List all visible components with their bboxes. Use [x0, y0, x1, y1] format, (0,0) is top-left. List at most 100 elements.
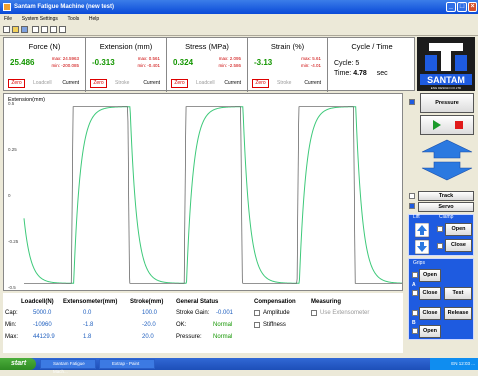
stress-readout: Stress (MPa) 0.324 max: 2.095 min: -2.58…: [167, 38, 248, 92]
force-max: max: 24.5963: [51, 56, 79, 61]
grip-a-open-button[interactable]: Open: [419, 269, 441, 282]
servo-checkbox[interactable]: [409, 203, 415, 209]
clamp-close-checkbox[interactable]: [437, 243, 443, 249]
test-button[interactable]: Test: [444, 287, 472, 300]
maximize-button[interactable]: □: [457, 2, 467, 12]
start-label: start: [11, 360, 27, 367]
taskbar-item-fatigue[interactable]: Santam Fatigue Mach...: [40, 359, 96, 374]
stroke-max: 20.0: [142, 334, 154, 340]
system-tray: EN 12:03 ...: [430, 358, 478, 370]
toolbar: [0, 24, 478, 36]
pressure-button[interactable]: Pressure: [420, 93, 474, 113]
menu-system-settings[interactable]: System Settings: [21, 16, 58, 22]
ok-status: Normal: [213, 322, 233, 328]
extension-chart: Extension(mm) 0.5 0.25 0 -0.25 -0.5: [3, 93, 403, 291]
grip-b-close-checkbox[interactable]: [412, 310, 418, 316]
force-loadcell-option[interactable]: Loadcell: [33, 80, 52, 86]
app-icon: [3, 3, 11, 11]
chart-y-axis-label: Extension(mm): [8, 97, 45, 103]
taskbar-item-paint[interactable]: Extrap - Paint: [99, 359, 155, 369]
cycle-label: Cycle:: [334, 60, 354, 67]
stress-max: max: 2.095: [218, 56, 241, 61]
stiffness-label: Stiffness: [263, 322, 286, 328]
extension-stroke-option[interactable]: Stroke: [115, 80, 130, 86]
run-stop-box: [420, 115, 474, 135]
cap-label: Cap:: [5, 310, 18, 316]
clamp-open-checkbox[interactable]: [437, 226, 443, 232]
save-icon[interactable]: [21, 26, 28, 33]
extensometer-max: 1.8: [83, 334, 92, 340]
grip-a-close-button[interactable]: Close: [419, 287, 441, 300]
grips-group: Grips Open A Close Test Close Release B …: [408, 258, 474, 340]
cycle-time-title: Cycle / Time: [351, 42, 393, 51]
time-label: Time:: [334, 70, 352, 77]
release-button[interactable]: Release: [444, 307, 472, 320]
series-command-line: [24, 106, 402, 284]
force-readout: Force (N) 25.486 max: 24.5963 min: -200.…: [4, 38, 86, 92]
lift-up-icon[interactable]: [417, 225, 427, 235]
extension-max: max: 0.561: [137, 56, 160, 61]
settings-icon[interactable]: [50, 26, 57, 33]
strain-stroke-option[interactable]: Stroke: [277, 80, 292, 86]
pressure-label: Pressure:: [176, 334, 202, 340]
menu-tools[interactable]: Tools: [67, 16, 80, 22]
extension-min: min: -0.401: [137, 63, 160, 68]
strain-current-option[interactable]: Current: [304, 80, 321, 86]
minimize-button[interactable]: _: [446, 2, 456, 12]
santam-logo-graphic: SANTAM ENG DESIGN CO.LTD: [420, 43, 472, 90]
force-min: min: -200.085: [51, 63, 79, 68]
y-tick-label: -0.5: [8, 285, 16, 290]
jog-down-icon[interactable]: [421, 161, 473, 181]
menu-bar: File System Settings Tools Help: [0, 14, 478, 24]
clamp-open-button[interactable]: Open: [445, 223, 472, 236]
stress-zero-button[interactable]: Zero: [171, 79, 188, 88]
menu-help[interactable]: Help: [88, 16, 100, 22]
menu-file[interactable]: File: [4, 16, 13, 22]
grip-b-open-checkbox[interactable]: [412, 328, 418, 334]
grip-b-close-button[interactable]: Close: [419, 307, 441, 320]
y-tick-label: 0: [8, 193, 11, 198]
amplitude-label: Amplitude: [263, 310, 290, 316]
force-zero-button[interactable]: Zero: [8, 79, 25, 88]
open-folder-icon[interactable]: [12, 26, 19, 33]
grip-b-open-button[interactable]: Open: [419, 325, 441, 338]
strain-zero-button[interactable]: Zero: [252, 79, 269, 88]
control-panel: Pressure Track Servo Lift Clamp Open Clo…: [406, 93, 476, 361]
pressure-status: Normal: [213, 334, 233, 340]
extension-zero-button[interactable]: Zero: [90, 79, 107, 88]
zoom-icon[interactable]: [41, 26, 48, 33]
svg-text:ENG DESIGN CO.LTD: ENG DESIGN CO.LTD: [431, 86, 462, 90]
force-current-option[interactable]: Current: [62, 80, 79, 86]
pressure-checkbox[interactable]: [409, 99, 415, 105]
start-button[interactable]: start: [0, 358, 36, 370]
stress-current-option[interactable]: Current: [224, 80, 241, 86]
stop-icon[interactable]: [455, 121, 463, 129]
loadcell-min: -10960: [33, 322, 52, 328]
grip-a-open-checkbox[interactable]: [412, 272, 418, 278]
loadcell-max: 44129.9: [33, 334, 55, 340]
grip-a-close-checkbox[interactable]: [412, 290, 418, 296]
play-icon[interactable]: [433, 120, 441, 130]
stroke-header: Stroke(mm): [130, 299, 164, 305]
jog-up-icon[interactable]: [421, 139, 473, 159]
chart-icon[interactable]: [59, 26, 66, 33]
loadcell-header: Loadcell(N): [21, 299, 54, 305]
clamp-close-button[interactable]: Close: [445, 239, 472, 252]
amplitude-checkbox[interactable]: [254, 310, 260, 316]
close-button[interactable]: ×: [468, 2, 477, 12]
stiffness-checkbox[interactable]: [254, 322, 260, 328]
servo-button[interactable]: Servo: [418, 202, 474, 212]
track-checkbox[interactable]: [409, 193, 415, 199]
lift-arrows: [415, 223, 429, 255]
track-button[interactable]: Track: [418, 191, 474, 201]
new-file-icon[interactable]: [3, 26, 10, 33]
extension-current-option[interactable]: Current: [143, 80, 160, 86]
stress-loadcell-option[interactable]: Loadcell: [196, 80, 215, 86]
stress-min: min: -2.586: [218, 63, 241, 68]
lift-down-icon[interactable]: [417, 242, 427, 252]
loadcell-cap: 5000.0: [33, 310, 52, 316]
time-value: 4.78: [353, 70, 367, 77]
extension-buttons: Zero Stroke Current: [90, 79, 164, 88]
print-icon[interactable]: [32, 26, 39, 33]
use-extensometer-checkbox[interactable]: [311, 310, 317, 316]
